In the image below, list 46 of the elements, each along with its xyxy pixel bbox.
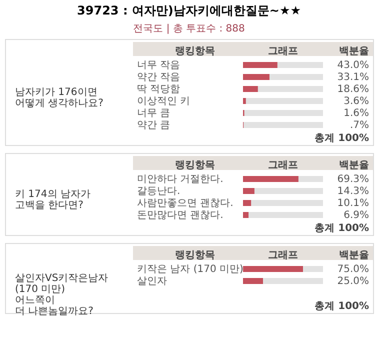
chart-subtitle: 전국도 | 총 투표수 : 888: [133, 24, 245, 34]
category-label: 미안하다 거절한다.: [137, 174, 224, 185]
data-label: 14.3%: [337, 186, 369, 197]
category-label: 사람만좋으면 괜찮다.: [137, 198, 234, 209]
bar: [243, 212, 249, 218]
text: 랭킹항목: [175, 250, 215, 261]
category-label: 딱 적당함: [137, 84, 180, 95]
data-label: 75.0%: [337, 264, 369, 275]
text: 백분율: [339, 250, 369, 261]
chart-title: 39723 : 여자만)남자키에대한질문~★★: [77, 4, 301, 18]
category-label: 약간 작음: [137, 72, 180, 83]
category-label: 돈만많다면 괜찮다.: [137, 210, 224, 221]
bar: [243, 86, 258, 92]
text: 랭킹항목: [175, 160, 215, 171]
category-label: 너무 큼: [137, 108, 170, 119]
data-label: 43.0%: [337, 60, 369, 71]
text: 그래프: [268, 250, 298, 261]
category-label: 갈등난다.: [137, 186, 180, 197]
data-label: 1.6%: [344, 108, 369, 119]
data-label: 3.6%: [344, 96, 369, 107]
text: 백분율: [339, 160, 369, 171]
y-axis-title: 살인자VS키작은남자 (170 미만) 어느쪽이 더 나쁜놈일까요?: [15, 273, 108, 317]
category-label: 너무 작음: [137, 60, 180, 71]
category-label: 키작은 남자 (170 미만): [137, 264, 244, 275]
category-label: 약간 큼: [137, 120, 170, 131]
category-label: 이상적인 키: [137, 96, 190, 107]
bar: [243, 98, 246, 104]
text: 랭킹항목: [175, 46, 215, 57]
data-label: 10.1%: [337, 198, 369, 209]
data-label: 18.6%: [337, 84, 369, 95]
category-label: 살인자: [137, 276, 167, 287]
text: 총계 100%: [314, 223, 369, 234]
text: 백분율: [339, 46, 369, 57]
data-label: 33.1%: [337, 72, 369, 83]
text: 총계 100%: [314, 133, 369, 144]
text: 총계 100%: [314, 301, 369, 312]
data-label: 25.0%: [337, 276, 369, 287]
y-axis-title: 남자키가 176이면 어떻게 생각하나요?: [15, 87, 104, 109]
data-label: .7%: [350, 120, 369, 131]
bar: [243, 188, 254, 194]
data-label: 6.9%: [344, 210, 369, 221]
text: 그래프: [268, 160, 298, 171]
y-axis-title: 키 174의 남자가 고백을 한다면?: [15, 189, 90, 211]
data-label: 69.3%: [337, 174, 369, 185]
text: 그래프: [268, 46, 298, 57]
bar: [243, 200, 252, 206]
